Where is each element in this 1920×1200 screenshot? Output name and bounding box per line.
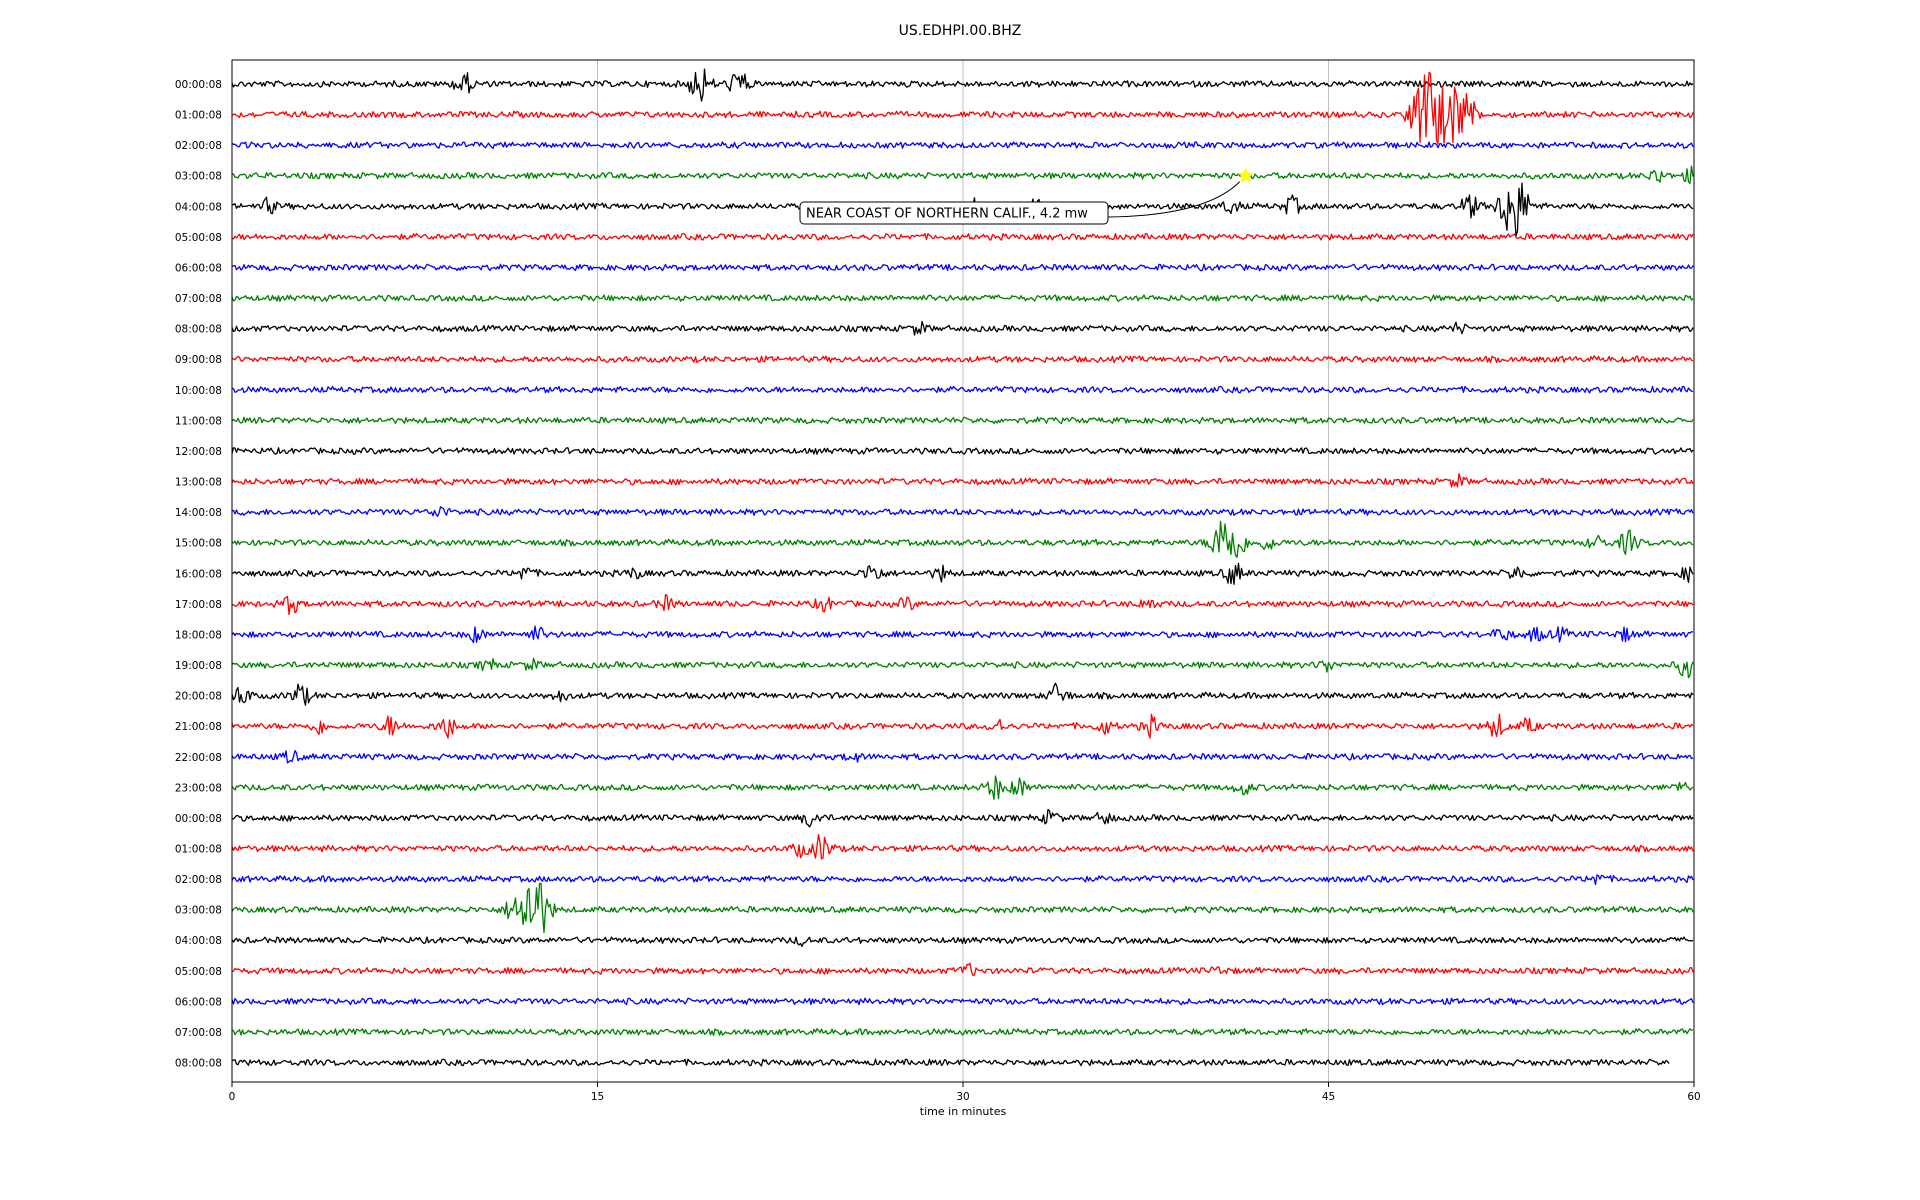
trace-row-30 [231, 997, 1694, 1006]
row-label-8: 08:00:08 [175, 324, 222, 336]
trace-row-1 [231, 71, 1694, 145]
row-label-20: 20:00:08 [175, 691, 222, 703]
trace-row-24 [231, 808, 1694, 828]
plot-frame [231, 59, 1695, 1083]
trace-row-22 [231, 749, 1694, 764]
row-label-11: 11:00:08 [175, 415, 222, 427]
annotation-box [799, 201, 1109, 225]
row-label-3: 03:00:08 [175, 171, 222, 183]
row-label-27: 03:00:08 [175, 905, 222, 917]
row-label-14: 14:00:08 [175, 507, 222, 519]
trace-row-25 [231, 833, 1694, 860]
trace-row-9 [231, 355, 1694, 364]
trace-row-13 [231, 473, 1694, 488]
trace-row-29 [231, 962, 1694, 977]
trace-row-21 [231, 713, 1694, 739]
row-label-17: 17:00:08 [175, 599, 222, 611]
trace-row-23 [231, 775, 1694, 800]
row-label-22: 22:00:08 [175, 752, 222, 764]
annotation-label: NEAR COAST OF NORTHERN CALIF., 4.2 mw [806, 207, 1088, 222]
row-label-32: 08:00:08 [175, 1058, 222, 1070]
row-label-21: 21:00:08 [175, 721, 222, 733]
annotation-connector [1107, 181, 1241, 218]
row-label-18: 18:00:08 [175, 629, 222, 641]
trace-row-32 [231, 1058, 1670, 1067]
trace-row-3 [231, 165, 1694, 185]
row-label-4: 04:00:08 [175, 201, 222, 213]
trace-row-20 [231, 682, 1694, 706]
row-label-26: 02:00:08 [175, 874, 222, 886]
trace-row-18 [231, 625, 1694, 644]
trace-row-15 [231, 520, 1694, 559]
x-tick-label-60: 60 [1687, 1091, 1700, 1103]
trace-row-12 [231, 447, 1694, 455]
row-label-16: 16:00:08 [175, 568, 222, 580]
event-star-marker [1237, 166, 1254, 183]
row-label-19: 19:00:08 [175, 660, 222, 672]
row-label-2: 02:00:08 [175, 140, 222, 152]
trace-row-7 [231, 294, 1694, 303]
chart-title: US.EDHPI.00.BHZ [899, 23, 1022, 39]
trace-row-28 [231, 936, 1694, 948]
row-label-30: 06:00:08 [175, 996, 222, 1008]
row-label-29: 05:00:08 [175, 966, 222, 978]
row-label-31: 07:00:08 [175, 1027, 222, 1039]
row-label-7: 07:00:08 [175, 293, 222, 305]
trace-row-19 [231, 657, 1694, 679]
trace-row-2 [231, 141, 1694, 150]
trace-row-17 [231, 593, 1694, 616]
row-label-12: 12:00:08 [175, 446, 222, 458]
row-label-6: 06:00:08 [175, 262, 222, 274]
trace-row-5 [231, 232, 1694, 241]
x-tick-label-15: 15 [591, 1091, 604, 1103]
event-annotations: NEAR COAST OF NORTHERN CALIF., 4.2 mw [799, 166, 1254, 225]
trace-row-27 [231, 882, 1694, 934]
row-label-25: 01:00:08 [175, 844, 222, 856]
trace-row-10 [231, 385, 1694, 394]
row-label-28: 04:00:08 [175, 935, 222, 947]
row-label-5: 05:00:08 [175, 232, 222, 244]
x-tick-label-30: 30 [956, 1091, 969, 1103]
row-label-15: 15:00:08 [175, 538, 222, 550]
row-time-labels: 00:00:08 01:00:08 02:00:08 03:00:08 04:00:08… [175, 79, 222, 1070]
trace-row-6 [231, 263, 1694, 272]
row-label-0: 00:00:08 [175, 79, 222, 91]
trace-row-31 [231, 1028, 1694, 1036]
row-label-1: 01:00:08 [175, 110, 222, 122]
row-label-13: 13:00:08 [175, 477, 222, 489]
row-label-9: 09:00:08 [175, 354, 222, 366]
trace-row-26 [231, 874, 1694, 886]
row-label-10: 10:00:08 [175, 385, 222, 397]
x-tick-label-45: 45 [1322, 1091, 1335, 1103]
x-axis-label: time in minutes [920, 1105, 1007, 1118]
row-label-23: 23:00:08 [175, 782, 222, 794]
x-axis-ticks: 0 15 30 45 60 [229, 1082, 1701, 1103]
trace-row-0 [231, 68, 1694, 102]
trace-row-11 [231, 416, 1694, 425]
trace-row-14 [231, 506, 1694, 517]
x-tick-label-0: 0 [229, 1091, 236, 1103]
trace-row-16 [231, 562, 1694, 585]
row-label-24: 00:00:08 [175, 813, 222, 825]
seismic-traces [231, 68, 1694, 1067]
trace-row-8 [231, 320, 1694, 336]
